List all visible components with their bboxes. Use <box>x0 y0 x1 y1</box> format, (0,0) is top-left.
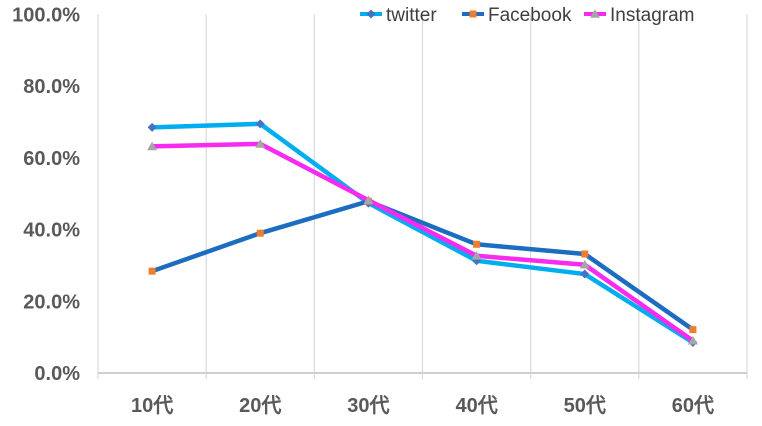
series-Instagram <box>147 139 698 345</box>
square-marker <box>473 240 481 248</box>
series-line-Instagram <box>149 141 696 343</box>
triangle-marker <box>471 250 482 260</box>
triangle-marker <box>590 9 600 18</box>
legend-label: twitter <box>386 5 437 26</box>
series-line-Facebook <box>149 199 696 332</box>
legend-label: Facebook <box>488 5 572 26</box>
x-axis-category-label: 60代 <box>672 394 714 417</box>
square-marker <box>148 267 156 275</box>
series-line-twitter <box>149 121 696 345</box>
legend-item-Instagram: Instagram <box>584 5 694 26</box>
x-axis-category-label: 50代 <box>564 394 606 417</box>
y-axis-tick-label: 60.0% <box>23 148 80 170</box>
y-axis-tick-label: 40.0% <box>23 220 80 242</box>
diamond-marker <box>580 269 590 279</box>
diamond-marker <box>255 119 265 129</box>
x-axis-category-label: 30代 <box>347 394 389 417</box>
legend-label: Instagram <box>610 5 694 26</box>
x-axis-category-label: 20代 <box>239 394 281 417</box>
triangle-marker <box>687 335 698 345</box>
diamond-marker <box>147 122 157 132</box>
diamond-marker <box>366 9 376 19</box>
triangle-marker <box>255 139 266 148</box>
x-axis-category-label: 40代 <box>455 394 497 417</box>
square-marker <box>581 250 589 258</box>
square-marker <box>689 326 697 334</box>
legend-item-Facebook: Facebook <box>462 5 572 26</box>
triangle-marker <box>363 195 374 205</box>
legend-item-twitter: twitter <box>360 5 437 26</box>
y-axis-tick-label: 0.0% <box>34 363 80 385</box>
triangle-marker <box>579 259 590 269</box>
square-marker <box>256 229 264 237</box>
square-marker <box>469 10 477 18</box>
y-axis-tick-label: 20.0% <box>23 291 80 313</box>
triangle-marker <box>147 141 158 151</box>
x-axis-category-label: 10代 <box>131 394 173 417</box>
y-axis-tick-label: 100.0% <box>12 5 80 27</box>
y-axis-tick-label: 80.0% <box>23 76 80 98</box>
